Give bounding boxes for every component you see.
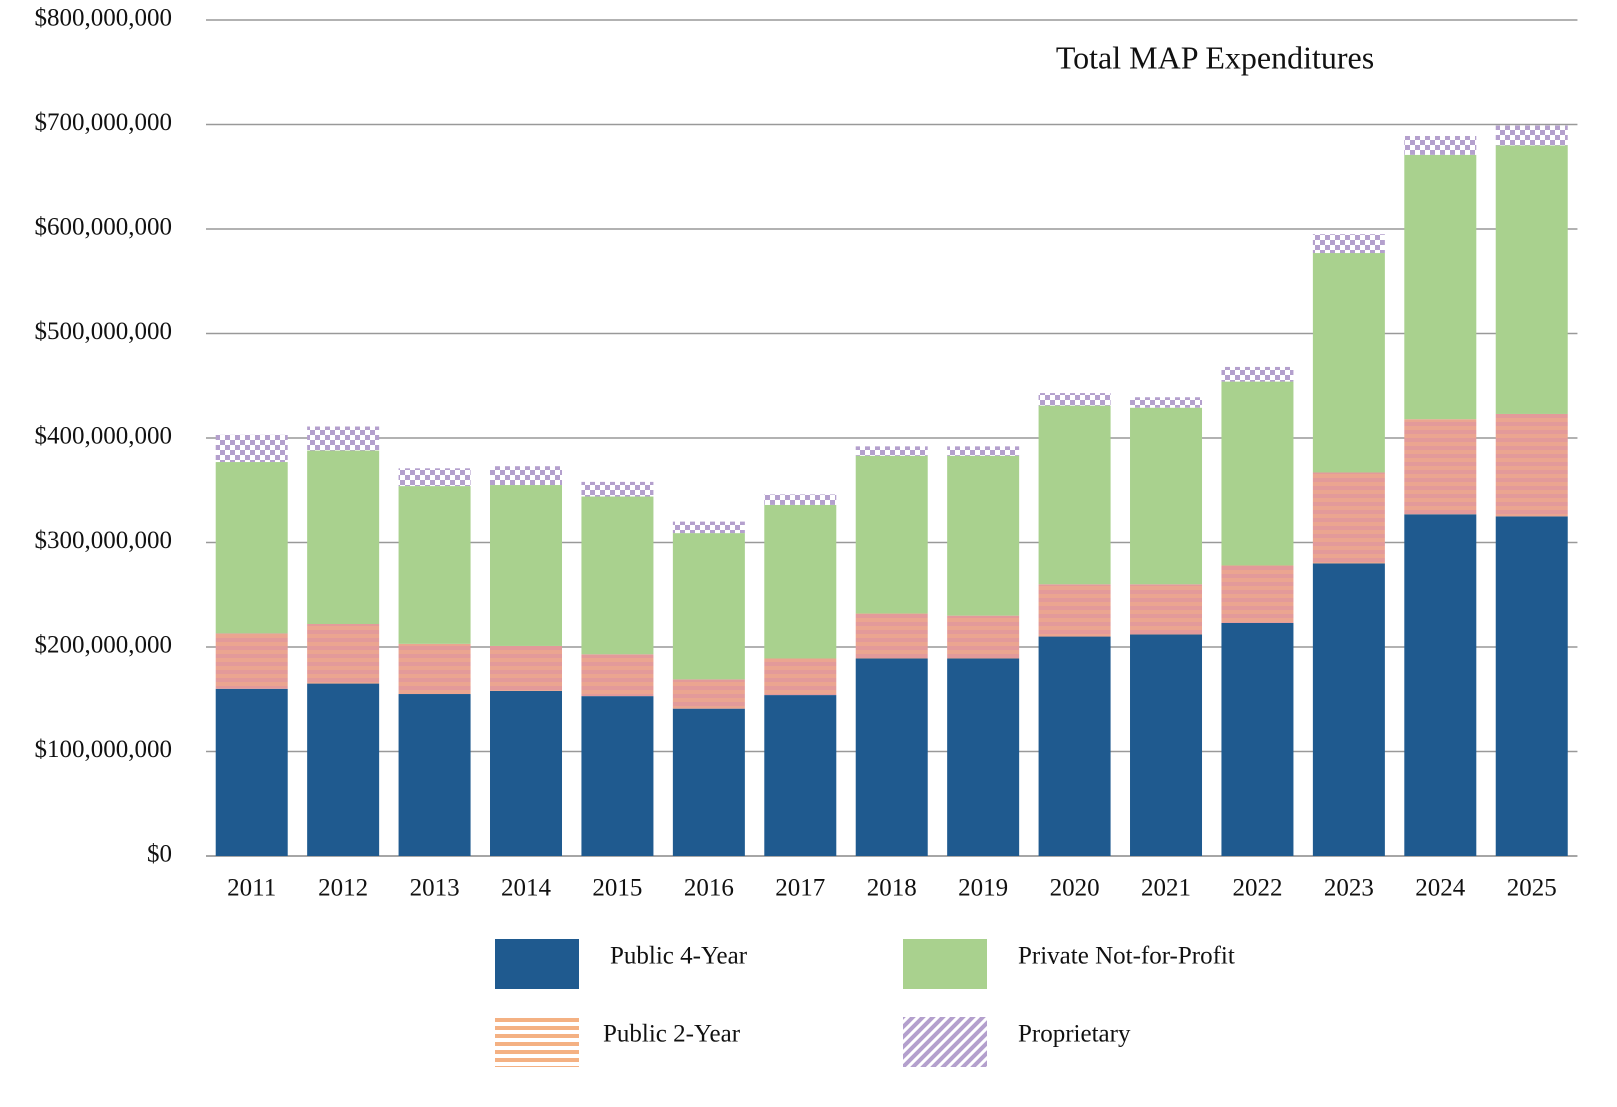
legend-label: Proprietary [1018,1021,1131,1048]
bar-segment [1130,397,1203,408]
bar-segment [1221,622,1294,856]
y-tick-label: $800,000,000 [35,5,173,32]
bar-segment [1038,393,1111,406]
bar-segment [215,434,288,463]
bar-segment [581,654,654,697]
bar-segment [855,658,928,856]
bar-segment [764,658,837,696]
bar-segment [581,696,654,856]
bar-segment [1221,366,1294,382]
x-tick-label: 2020 [1050,875,1100,902]
bar-segment [1038,636,1111,856]
bar-segment [1404,154,1477,420]
bar-segment [672,533,745,680]
x-tick-label: 2016 [684,875,734,902]
bar-segment [764,504,837,659]
bar-segment [1312,253,1385,473]
x-tick-label: 2024 [1415,875,1466,902]
x-tick-label: 2025 [1507,875,1557,902]
chart-title: Total MAP Expenditures [1056,39,1374,75]
x-tick-label: 2013 [410,875,460,902]
bar-segment [855,613,928,659]
x-tick-label: 2014 [501,875,552,902]
bar-segment [307,426,380,451]
legend-swatch [903,939,987,989]
bar-segment [1404,514,1477,856]
bar-segment [1495,125,1568,146]
bar-segment [1312,234,1385,254]
y-tick-label: $100,000,000 [35,736,173,763]
x-tick-label: 2011 [227,875,276,902]
bar-segment [581,481,654,497]
legend-swatch [903,1017,987,1067]
bar-segment [764,695,837,856]
x-tick-label: 2022 [1232,875,1282,902]
bar-segment [1038,584,1111,637]
bar-segment [672,521,745,534]
bar-segment [398,486,471,644]
bar-segment [1495,145,1568,414]
bar-segment [672,708,745,856]
y-tick-label: $200,000,000 [35,632,173,659]
bar-segment [1312,563,1385,856]
x-tick-label: 2012 [318,875,368,902]
bar-segment [490,466,563,486]
x-tick-label: 2017 [775,875,825,902]
bar-segment [215,633,288,689]
legend-swatch [495,1017,579,1067]
bar-segment [947,446,1020,456]
bar-segment [1404,135,1477,155]
bar-segment [1495,413,1568,517]
bar-segment [398,643,471,695]
bar-segment [1130,584,1203,635]
bar-segment [398,468,471,487]
bar-segment [1404,419,1477,515]
bar-segment [1221,565,1294,623]
bar-segment [1312,472,1385,564]
y-tick-label: $700,000,000 [35,109,173,136]
bar-segment [855,446,928,456]
bar-segment [947,455,1020,616]
bar-segment [764,494,837,505]
y-tick-label: $0 [147,841,172,868]
bar-segment [398,694,471,856]
y-tick-label: $300,000,000 [35,527,173,554]
legend-label: Public 2-Year [603,1021,741,1048]
x-tick-label: 2015 [592,875,642,902]
x-tick-label: 2023 [1324,875,1374,902]
bar-segment [307,683,380,856]
legend-label: Public 4-Year [610,943,748,970]
y-tick-label: $400,000,000 [35,423,173,450]
bar-segment [672,679,745,709]
legend-swatch [495,939,579,989]
bar-segment [855,455,928,614]
bar-segment [1038,405,1111,585]
legend-label: Private Not-for-Profit [1018,943,1235,970]
bar-segment [947,615,1020,659]
bar-segment [1495,516,1568,856]
y-tick-label: $500,000,000 [35,318,173,345]
bar-segment [490,690,563,856]
bar-segment [581,496,654,655]
bar-segment [215,462,288,634]
bar-segment [307,450,380,625]
bar-segment [1130,407,1203,585]
bar-segment [307,624,380,684]
y-tick-label: $600,000,000 [35,214,173,241]
bar-segment [490,485,563,646]
bar-segment [947,658,1020,856]
x-tick-label: 2021 [1141,875,1191,902]
bar-segment [490,645,563,691]
bar-segment [1130,634,1203,856]
bar-segment [1221,381,1294,566]
x-tick-label: 2019 [958,875,1008,902]
bar-segment [215,688,288,856]
x-tick-label: 2018 [867,875,917,902]
